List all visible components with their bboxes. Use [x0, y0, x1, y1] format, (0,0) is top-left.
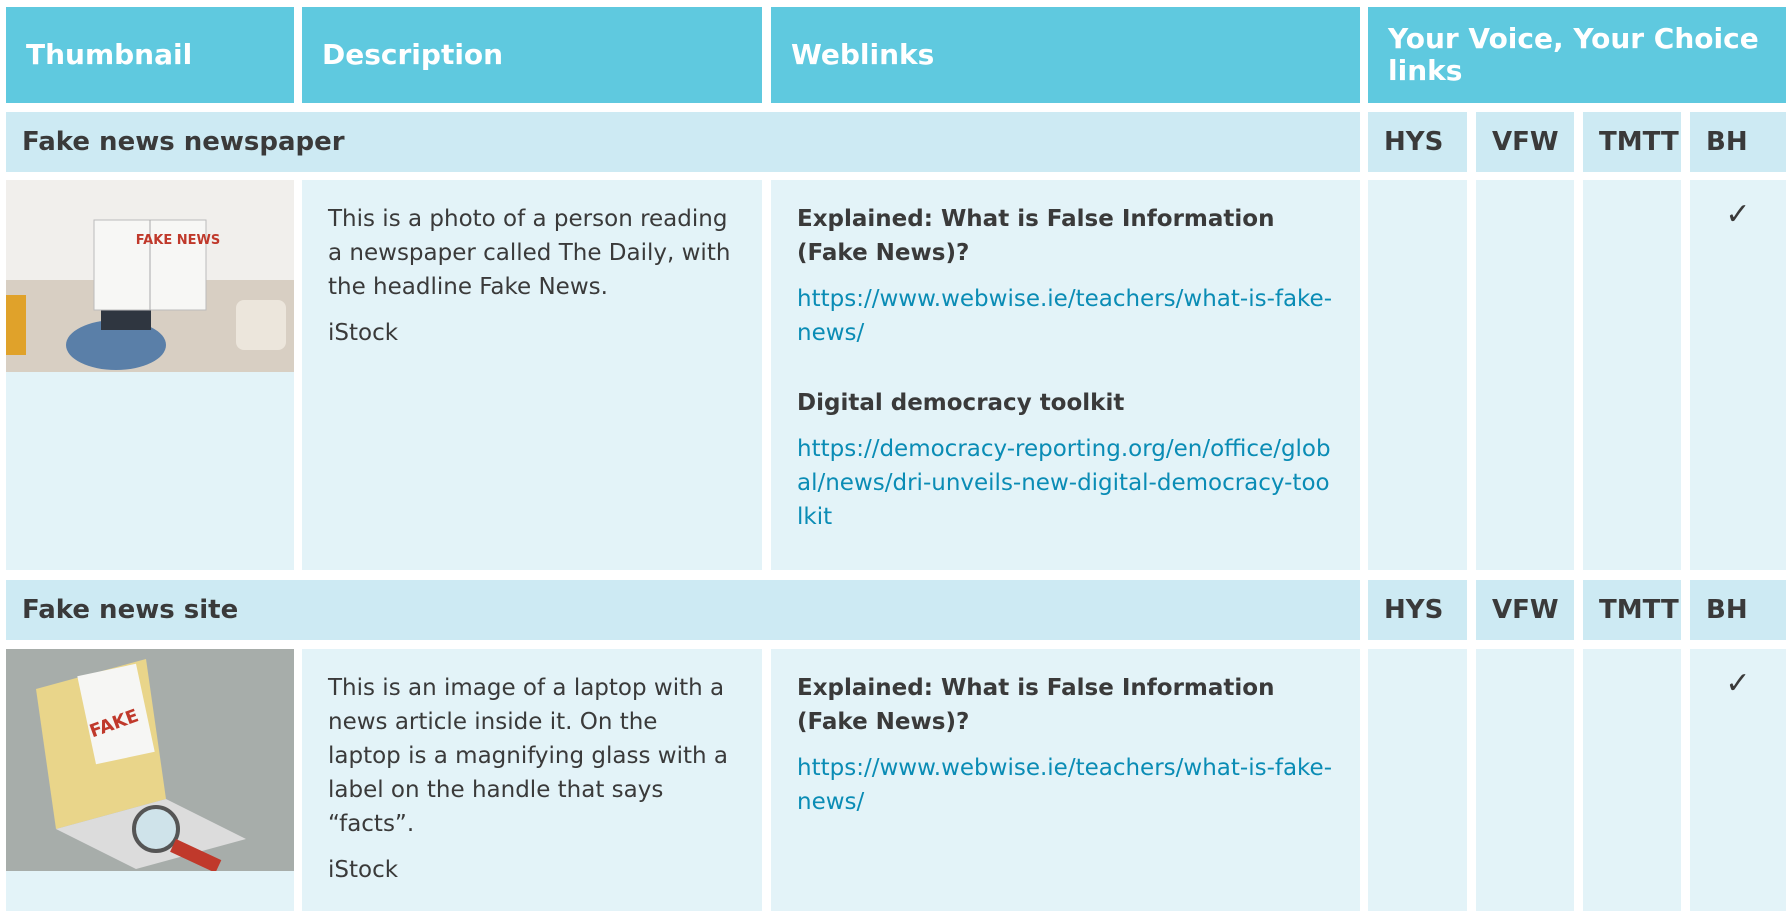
check-cell — [1583, 649, 1681, 911]
check-cell: ✓ — [1690, 649, 1786, 911]
code-header: TMTT — [1583, 112, 1681, 172]
check-cell — [1476, 180, 1574, 570]
header-cell: Your Voice, Your Choice links — [1368, 7, 1786, 103]
weblinks-cell: Explained: What is False Information (Fa… — [771, 649, 1360, 911]
header-cell: Weblinks — [771, 7, 1360, 103]
check-cell — [1368, 649, 1467, 911]
link-url[interactable]: https://www.webwise.ie/teachers/what-is-… — [797, 755, 1333, 815]
link-title: Explained: What is False Information (Fa… — [797, 675, 1275, 735]
description-cell: This is a photo of a person reading a ne… — [302, 180, 762, 570]
check-cell — [1583, 180, 1681, 570]
credit: iStock — [328, 857, 399, 883]
code-header: HYS — [1368, 580, 1467, 640]
description: This is a photo of a person reading a ne… — [328, 206, 731, 300]
link-title: Digital democracy toolkit — [797, 390, 1125, 416]
link-url[interactable]: https://www.webwise.ie/teachers/what-is-… — [797, 286, 1333, 346]
check-cell — [1368, 180, 1467, 570]
code-header: BH — [1690, 580, 1786, 640]
check-cell — [1476, 649, 1574, 911]
check-cell: ✓ — [1690, 180, 1786, 570]
header-cell: Description — [302, 7, 762, 103]
section-title: Fake news site — [6, 580, 1360, 640]
code-header: VFW — [1476, 580, 1574, 640]
thumbnail-image: FAKE — [6, 649, 294, 873]
check: ✓ — [1725, 666, 1751, 701]
link-url[interactable]: https://democracy-reporting.org/en/offic… — [797, 436, 1331, 530]
section-title: Fake news newspaper — [6, 112, 1360, 172]
description: This is an image of a laptop with a news… — [328, 675, 728, 837]
thumbnail-image: FAKE NEWS — [6, 180, 294, 372]
description-cell: This is an image of a laptop with a news… — [302, 649, 762, 911]
thumbnail: FAKE NEWS — [6, 180, 294, 570]
thumbnail: FAKE — [6, 649, 294, 911]
credit: iStock — [328, 320, 399, 346]
code-header: TMTT — [1583, 580, 1681, 640]
check: ✓ — [1725, 197, 1751, 232]
code-header: VFW — [1476, 112, 1574, 172]
code-header: HYS — [1368, 112, 1467, 172]
header-cell: Thumbnail — [6, 7, 294, 103]
code-header: BH — [1690, 112, 1786, 172]
svg-text:FAKE NEWS: FAKE NEWS — [136, 233, 220, 248]
link-title: Explained: What is False Information (Fa… — [797, 206, 1275, 266]
weblinks-cell: Explained: What is False Information (Fa… — [771, 180, 1360, 570]
